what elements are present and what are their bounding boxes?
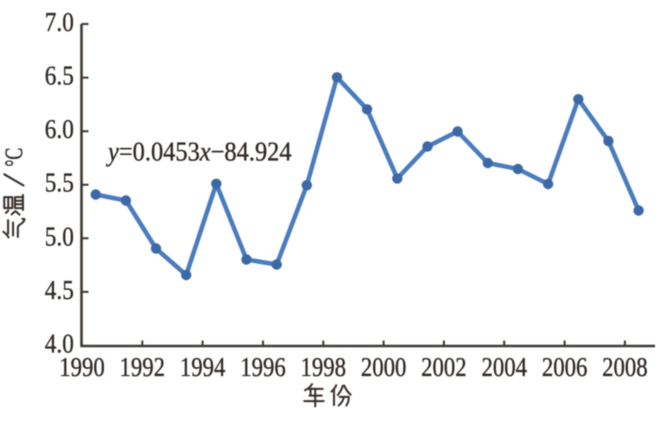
- svg-text:2002: 2002: [421, 352, 467, 382]
- svg-text:y=0.0453x−84.924: y=0.0453x−84.924: [105, 136, 292, 166]
- svg-text:5.5: 5.5: [45, 168, 74, 198]
- svg-text:2004: 2004: [481, 352, 527, 382]
- svg-text:4.0: 4.0: [45, 329, 74, 359]
- svg-text:6.5: 6.5: [45, 61, 74, 91]
- svg-text:1994: 1994: [180, 352, 226, 382]
- svg-text:6.0: 6.0: [45, 114, 74, 144]
- svg-text:5.0: 5.0: [45, 221, 74, 251]
- svg-text:2006: 2006: [542, 352, 588, 382]
- svg-text:2008: 2008: [602, 352, 648, 382]
- svg-text:1998: 1998: [301, 352, 347, 382]
- svg-text:1996: 1996: [240, 352, 286, 382]
- svg-text:2000: 2000: [361, 352, 407, 382]
- svg-text:4.5: 4.5: [45, 275, 74, 305]
- svg-text:°C: °C: [1, 148, 28, 167]
- svg-text:7.0: 7.0: [45, 7, 74, 37]
- svg-text:1990: 1990: [59, 352, 105, 382]
- svg-text:1992: 1992: [120, 352, 166, 382]
